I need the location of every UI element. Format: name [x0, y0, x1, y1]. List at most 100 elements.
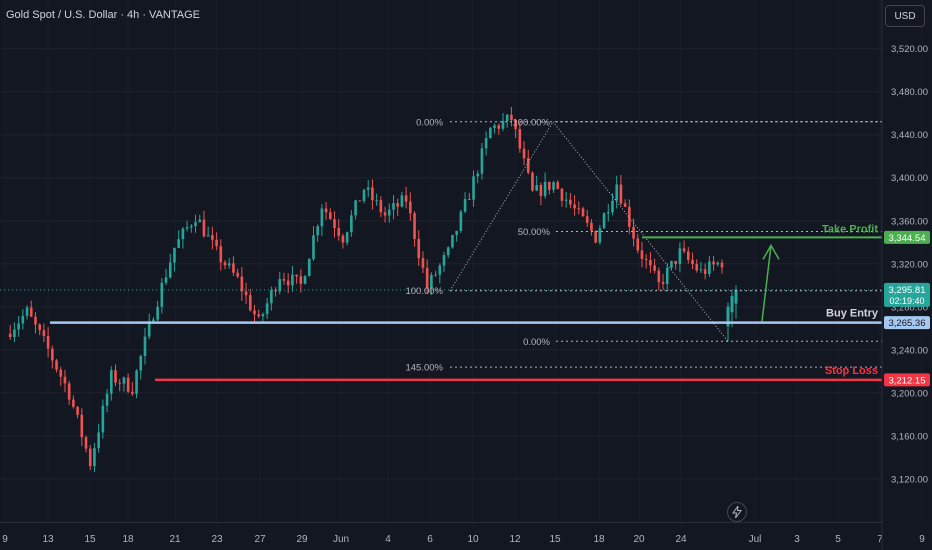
- candle-body: [594, 230, 597, 243]
- candle-body: [51, 348, 54, 361]
- candle-body: [164, 277, 168, 283]
- candle-body: [480, 148, 484, 174]
- candle-body: [101, 405, 105, 433]
- y-tick-label: 3,440.00: [891, 130, 928, 141]
- candle-body: [434, 274, 437, 276]
- candle-body: [552, 182, 555, 190]
- candle-body: [366, 187, 370, 190]
- candle-body: [152, 319, 155, 322]
- candle-body: [202, 219, 206, 237]
- candle-body: [29, 307, 33, 317]
- candle-body: [270, 290, 273, 304]
- candle-body: [371, 187, 374, 201]
- x-tick-label: 7: [877, 534, 883, 545]
- fib-level-label: 100.00%: [405, 286, 443, 297]
- candle-body: [354, 200, 357, 216]
- candle-body: [307, 258, 311, 277]
- candle-body: [67, 383, 71, 400]
- y-tick-label: 3,360.00: [891, 216, 928, 227]
- candle-body: [17, 323, 20, 330]
- candle-body: [703, 269, 707, 274]
- candle-body: [734, 289, 738, 304]
- candle-body: [345, 232, 349, 243]
- candle-body: [726, 306, 730, 327]
- candle-body: [665, 267, 669, 284]
- y-tick-label: 3,480.00: [891, 87, 928, 98]
- fib-level-label: 0.00%: [523, 337, 550, 348]
- candle-body: [459, 211, 463, 231]
- candle-body: [93, 448, 96, 467]
- candles: [8, 106, 738, 473]
- candle-body: [602, 213, 606, 229]
- fib-level-label: 100.00%: [512, 117, 550, 128]
- x-tick-label: 15: [84, 534, 96, 545]
- candle-body: [181, 228, 185, 240]
- candle-body: [489, 127, 492, 139]
- fib-level-label: 145.00%: [405, 363, 443, 374]
- candle-body: [337, 228, 341, 236]
- candle-body: [708, 261, 711, 274]
- candle-body: [76, 406, 79, 415]
- candle-body: [190, 226, 193, 228]
- y-tick-label: 3,400.00: [891, 173, 928, 184]
- candle-body: [227, 263, 231, 266]
- x-tick-label: 24: [675, 534, 687, 545]
- candle-body: [253, 310, 256, 315]
- candle-body: [232, 263, 235, 273]
- price-tag-label: 3,295.81: [889, 285, 926, 296]
- candle-body: [581, 208, 585, 217]
- y-tick-label: 3,280.00: [891, 302, 928, 313]
- price-tag-label: 3,212.15: [889, 375, 926, 386]
- projection-arrow-head: [762, 243, 780, 260]
- candle-body: [472, 176, 475, 200]
- candle-body: [413, 213, 416, 239]
- candle-body: [105, 393, 109, 406]
- price-tag-countdown: 02:19:40: [889, 296, 924, 306]
- candle-body: [135, 370, 138, 394]
- candle-body: [168, 262, 172, 278]
- candle-body: [699, 269, 703, 271]
- candle-body: [569, 199, 572, 205]
- candle-body: [501, 120, 505, 129]
- stop-loss-label: Stop Loss: [825, 365, 878, 377]
- candle-body: [312, 235, 315, 259]
- take-profit-label: Take Profit: [822, 223, 878, 235]
- x-tick-label: 20: [633, 534, 645, 545]
- y-tick-label: 3,240.00: [891, 345, 928, 356]
- candle-body: [122, 377, 126, 384]
- candle-body: [34, 316, 37, 325]
- x-tick-label: 9: [2, 534, 8, 545]
- candle-body: [139, 356, 143, 371]
- candle-body: [236, 272, 239, 277]
- candle-body: [438, 265, 442, 275]
- x-tick-label: Jul: [749, 534, 762, 545]
- candle-body: [585, 216, 589, 223]
- candle-body: [375, 200, 378, 202]
- currency-button[interactable]: USD: [885, 5, 925, 27]
- candle-body: [661, 282, 665, 284]
- candle-body: [497, 125, 501, 129]
- candle-body: [278, 279, 282, 292]
- candle-body: [467, 198, 471, 200]
- candle-body: [446, 247, 450, 256]
- price-tag: [884, 282, 930, 307]
- candle-body: [526, 158, 530, 173]
- lightning-icon[interactable]: [727, 502, 747, 522]
- candle-body: [653, 265, 656, 271]
- y-tick-label: 3,520.00: [891, 44, 928, 55]
- candle-body: [177, 239, 180, 248]
- x-tick-label: 10: [467, 534, 479, 545]
- candle-body: [590, 222, 593, 231]
- candle-body: [484, 138, 488, 149]
- candle-body: [282, 279, 286, 281]
- x-tick-label: 9: [919, 534, 925, 545]
- y-tick-label: 3,120.00: [891, 474, 928, 485]
- candle-body: [730, 296, 734, 313]
- candle-body: [623, 203, 627, 207]
- candle-body: [670, 261, 673, 268]
- x-tick-label: 13: [42, 534, 54, 545]
- candle-body: [510, 114, 513, 120]
